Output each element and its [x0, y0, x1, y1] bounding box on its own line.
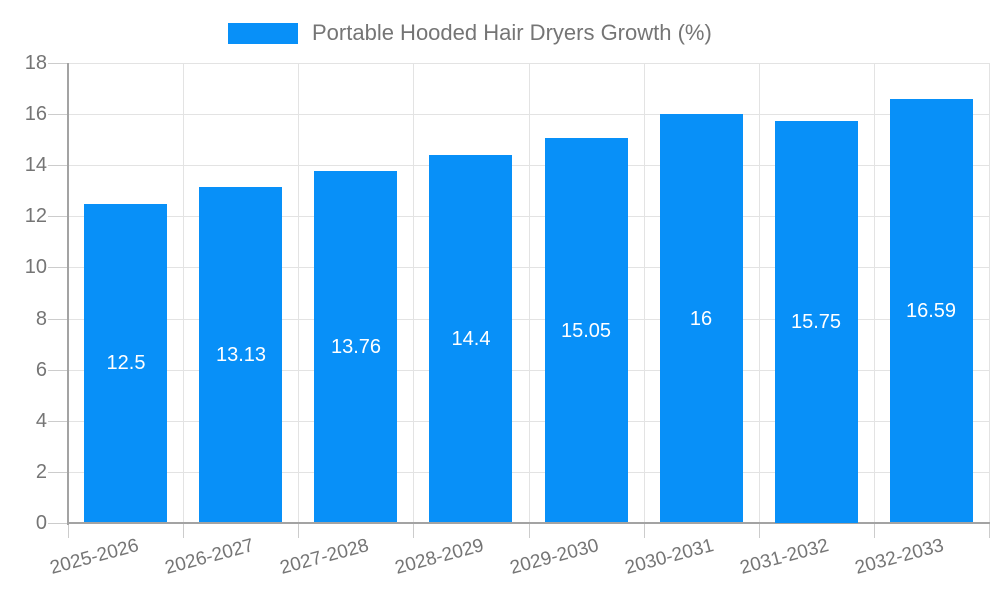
x-tick-label: 2025-2026 [47, 535, 142, 579]
x-tick-label: 2026-2027 [162, 535, 257, 579]
y-tick-label: 10 [24, 256, 47, 278]
bar[interactable] [84, 204, 167, 522]
y-tick-mark [48, 421, 68, 422]
legend-label[interactable]: Portable Hooded Hair Dryers Growth (%) [312, 20, 712, 45]
y-tick-mark [48, 370, 68, 371]
x-tick-mark [874, 523, 875, 538]
y-tick-mark [48, 216, 68, 217]
bar-value-label: 13.76 [330, 336, 382, 358]
y-grid-line [68, 370, 989, 371]
bar[interactable] [660, 114, 743, 522]
x-tick-mark [759, 523, 760, 538]
x-grid-line [759, 63, 760, 523]
bar-value-label: 14.4 [451, 328, 491, 350]
y-grid-line [68, 472, 989, 473]
x-tick-mark [183, 523, 184, 538]
bar-value-label: 12.5 [106, 352, 146, 374]
x-tick-label: 2028-2029 [392, 535, 487, 579]
bar-value-label: 15.05 [560, 320, 612, 342]
legend-swatch-icon[interactable] [228, 22, 298, 44]
x-tick-label: 2029-2030 [507, 535, 602, 579]
x-grid-line [989, 63, 990, 523]
y-grid-line [68, 216, 989, 217]
y-tick-label: 8 [35, 308, 47, 330]
y-grid-line [68, 114, 989, 115]
x-grid-line [298, 63, 299, 523]
y-tick-mark [48, 165, 68, 166]
bar[interactable] [199, 187, 282, 522]
x-tick-label: 2031-2032 [737, 535, 832, 579]
y-tick-label: 12 [24, 205, 47, 227]
x-tick-mark [529, 523, 530, 538]
y-tick-label: 14 [24, 154, 47, 176]
y-tick-label: 16 [24, 103, 47, 125]
x-tick-label: 2032-2033 [852, 535, 947, 579]
y-axis-line [67, 63, 69, 525]
y-tick-mark [48, 63, 68, 64]
y-tick-mark [48, 523, 68, 524]
x-grid-line [529, 63, 530, 523]
chart-legend[interactable]: Portable Hooded Hair Dryers Growth (%) [228, 20, 712, 46]
y-tick-label: 2 [35, 461, 47, 483]
x-grid-line [644, 63, 645, 523]
bar[interactable] [545, 138, 628, 522]
y-grid-line [68, 165, 989, 166]
x-axis-line [67, 522, 990, 524]
y-grid-line [68, 267, 989, 268]
x-grid-line [874, 63, 875, 523]
x-tick-mark [298, 523, 299, 538]
bar[interactable] [890, 99, 973, 522]
bar-value-label: 15.75 [790, 311, 842, 333]
x-tick-mark [68, 523, 69, 538]
bar[interactable] [775, 121, 858, 523]
x-tick-mark [989, 523, 990, 538]
y-grid-line [68, 421, 989, 422]
y-tick-label: 0 [35, 512, 47, 534]
bar[interactable] [314, 171, 397, 522]
y-grid-line [68, 63, 989, 64]
x-grid-line [183, 63, 184, 523]
x-tick-mark [644, 523, 645, 538]
y-tick-label: 4 [35, 410, 47, 432]
x-tick-mark [413, 523, 414, 538]
y-grid-line [68, 319, 989, 320]
y-tick-mark [48, 472, 68, 473]
y-tick-mark [48, 114, 68, 115]
x-grid-line [413, 63, 414, 523]
x-tick-label: 2030-2031 [622, 535, 717, 579]
y-tick-label: 18 [24, 52, 47, 74]
y-tick-mark [48, 267, 68, 268]
bar[interactable] [429, 155, 512, 522]
x-tick-label: 2027-2028 [277, 535, 372, 579]
bar-value-label: 16.59 [905, 300, 957, 322]
y-tick-label: 6 [35, 359, 47, 381]
bar-value-label: 16 [689, 308, 713, 330]
bar-value-label: 13.13 [215, 344, 267, 366]
y-tick-mark [48, 319, 68, 320]
